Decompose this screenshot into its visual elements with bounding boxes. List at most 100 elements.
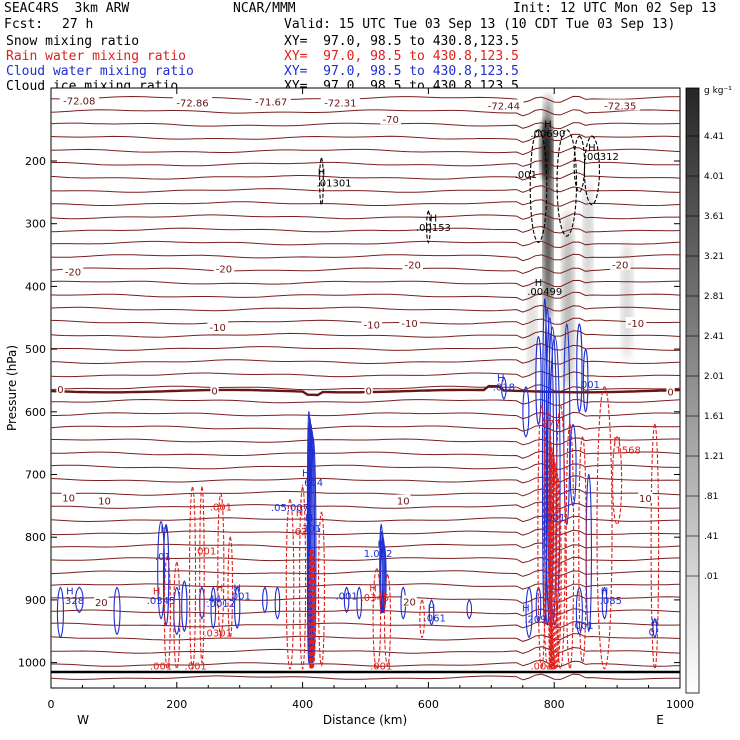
temperature-label: -72.44 <box>488 101 520 112</box>
isotherm <box>51 595 680 604</box>
isotherm <box>51 240 680 249</box>
contour-annotation: H <box>233 583 241 594</box>
contour-annotation: .00153 <box>416 223 451 234</box>
isotherm <box>51 515 680 523</box>
cloud-ice-contour <box>573 135 586 193</box>
temperature-label: 0 <box>365 387 371 398</box>
temperature-label: 10 <box>62 493 75 504</box>
rain-water-core-contour <box>550 466 561 670</box>
temperature-label-bg <box>484 99 524 111</box>
contour-annotation: H <box>428 603 436 614</box>
temperature-label: -20 <box>65 268 81 279</box>
rain-water-contour <box>217 492 225 639</box>
colorbar-level: 2.41 <box>704 332 724 342</box>
cloud-water-contour <box>652 617 658 639</box>
isotherm <box>51 608 680 617</box>
contour-annotation: .209 <box>524 615 546 626</box>
isotherm <box>51 424 680 433</box>
cloud-water-contour <box>343 586 350 614</box>
temperature-label: 10 <box>397 496 410 507</box>
temperature-label: 10 <box>98 496 111 507</box>
temperature-label: -72.86 <box>176 98 208 109</box>
east-label: E <box>656 713 664 727</box>
temperature-label: -72.31 <box>324 98 356 109</box>
isotherm <box>51 475 680 484</box>
isotherm <box>51 621 680 629</box>
contour-annotation: 1.062 <box>364 549 393 560</box>
isotherm <box>51 646 680 655</box>
cloud-water-contour <box>56 586 64 639</box>
cloud-water-contour <box>466 598 473 620</box>
temperature-label: 0 <box>211 387 217 398</box>
cloud-water-core-contour <box>307 416 313 664</box>
isotherm <box>51 199 680 207</box>
cloud-water-contour <box>400 586 407 620</box>
contour-annotation: H <box>216 583 224 594</box>
cloud-ice-contour <box>583 135 600 206</box>
contour-annotation: .018 <box>493 383 515 394</box>
forecast-hour: 27 h <box>62 17 94 32</box>
isotherm <box>51 357 680 365</box>
contour-annotation: H <box>497 373 505 384</box>
cloud-water-core-contour <box>549 335 561 626</box>
temperature-label: -72.35 <box>604 101 636 112</box>
shading-core-upper <box>540 120 552 180</box>
shading-plume-2 <box>583 180 593 300</box>
cloud-water-contour <box>113 586 121 636</box>
contour-annotation: .328 <box>62 596 84 607</box>
forecast-label: Fcst: <box>4 17 44 32</box>
temperature-label-bg <box>399 317 420 329</box>
valid-time: Valid: 15 UTC Tue 03 Sep 13 (10 CDT Tue … <box>284 17 676 32</box>
cloud-water-contour <box>535 586 542 623</box>
legend-cloud-water-xy: XY= 97.0, 98.5 to 430.8,123.5 <box>284 64 519 79</box>
temperature-label-bg <box>61 491 76 503</box>
temperature-label: -72.08 <box>63 96 95 107</box>
temperature-label-bg <box>609 258 631 270</box>
y-tick-label: 900 <box>25 594 46 607</box>
temperature-label-bg <box>207 320 228 332</box>
contour-annotation: .061 <box>424 613 446 624</box>
isotherm <box>51 633 680 642</box>
temperature-label: 20 <box>403 597 416 608</box>
temperature-label-bg <box>210 384 219 396</box>
rain-water-contour <box>650 423 660 670</box>
model-name: SEAC4RS 3km ARW <box>4 1 130 16</box>
colorbar-level: 4.41 <box>704 132 724 142</box>
isotherm <box>51 583 680 591</box>
contour-annotation: H <box>601 586 609 597</box>
contour-annotation: .301 <box>299 524 321 535</box>
cloud-water-contour <box>210 586 217 630</box>
shading-plume-4 <box>527 280 537 380</box>
x-tick-label: 800 <box>544 698 565 711</box>
isotherm <box>51 542 680 551</box>
isotherm <box>51 343 680 351</box>
rain-water-contour <box>188 486 197 670</box>
contour-annotation: .001 <box>370 662 392 673</box>
isotherm <box>51 185 680 193</box>
contour-annotation: .001 <box>543 513 565 524</box>
isotherm <box>51 370 680 378</box>
cloud-water-contour <box>274 586 281 620</box>
temperature-label: -10 <box>364 320 380 331</box>
isotherm <box>51 463 680 471</box>
temperature-label: -10 <box>628 319 644 330</box>
temperature-label-bg <box>62 265 84 277</box>
cloud-water-contour <box>601 586 608 620</box>
contour-annotation: H <box>544 119 552 130</box>
contour-annotation: .001 <box>530 662 552 673</box>
colorbar: g kg⁻¹ 4.41 4.01 3.61 3.21 2.81 2.41 2.01 1.61 1… <box>685 86 732 694</box>
colorbar-level: 2.81 <box>704 292 724 302</box>
cloud-water-contour <box>535 335 542 426</box>
contour-annotation: H <box>153 586 161 597</box>
isotherm <box>51 330 680 339</box>
rain-water-contour <box>285 498 295 670</box>
cloud-water-contour <box>181 580 188 633</box>
x-tick-label: 400 <box>292 698 313 711</box>
y-tick-label: 500 <box>25 343 46 356</box>
rain-water-contour <box>163 555 171 670</box>
y-tick-label: 400 <box>25 280 46 293</box>
contour-annotation: .0301 <box>203 629 232 640</box>
contour-annotation: H <box>377 539 385 550</box>
